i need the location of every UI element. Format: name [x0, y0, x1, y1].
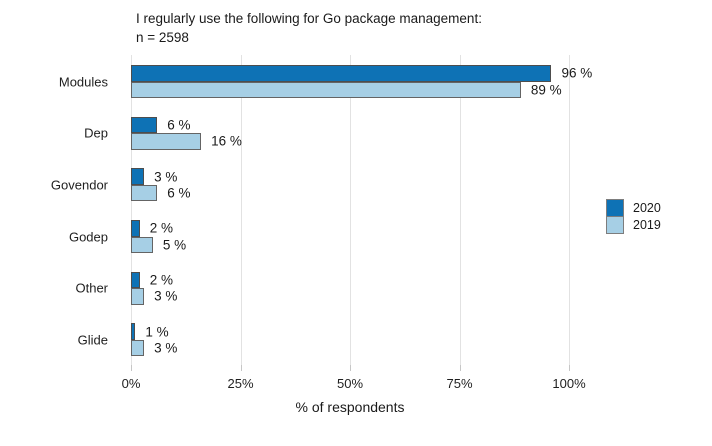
- value-label-other-2019: 3 %: [154, 288, 178, 304]
- x-tick-label-25%: 25%: [227, 376, 254, 391]
- value-label-modules-2020: 96 %: [561, 65, 593, 81]
- value-label-modules-2019: 89 %: [530, 82, 562, 98]
- category-label-other: Other: [75, 280, 108, 296]
- chart-subtitle-n: n = 2598: [136, 30, 189, 45]
- bar-modules-2019: [131, 81, 521, 98]
- legend-label-2020: 2020: [633, 201, 661, 215]
- bar-govendor-2019: [131, 184, 158, 202]
- value-label-other-2020: 2 %: [149, 272, 174, 288]
- legend-swatch-2020: [606, 199, 624, 217]
- legend-item-2019: 2019: [606, 216, 661, 234]
- chart-title-block: I regularly use the following for Go pac…: [136, 9, 482, 47]
- x-tick-label-100%: 100%: [552, 376, 586, 391]
- gridline-75%: [459, 55, 461, 365]
- category-label-glide: Glide: [77, 332, 108, 348]
- value-label-glide-2019: 3 %: [154, 340, 178, 356]
- category-label-govendor: Govendor: [50, 177, 108, 193]
- x-tick-mark-75%: [459, 365, 461, 371]
- x-tick-label-75%: 75%: [446, 376, 473, 391]
- bar-other-2020: [131, 271, 140, 289]
- legend-label-2019: 2019: [633, 218, 661, 232]
- x-axis-title: % of respondents: [295, 399, 405, 415]
- gridline-0%: [131, 55, 132, 365]
- category-label-modules: Modules: [58, 74, 108, 89]
- bar-modules-2020: [131, 65, 552, 82]
- x-tick-mark-25%: [240, 365, 242, 371]
- bar-godep-2020: [131, 220, 140, 237]
- category-label-godep: Godep: [68, 229, 108, 244]
- legend: 2020 2019: [606, 199, 661, 234]
- value-label-dep-2019: 16 %: [211, 133, 242, 149]
- plot-area: 0% 25% 50% 75% 100% 96 % 89 % 6 % 16 % 3 % 6 % 2 % 5…: [122, 55, 592, 391]
- value-label-govendor-2019: 6 %: [167, 185, 191, 201]
- category-label-dep: Dep: [84, 125, 108, 141]
- bar-glide-2020: [131, 323, 136, 340]
- value-label-godep-2019: 5 %: [162, 237, 187, 253]
- value-label-govendor-2020: 3 %: [154, 169, 178, 185]
- x-tick-label-50%: 50%: [336, 376, 364, 391]
- bar-glide-2019: [131, 339, 145, 357]
- gridline-50%: [350, 55, 351, 365]
- x-tick-mark-0%: [131, 365, 132, 371]
- bar-other-2019: [131, 288, 145, 305]
- x-tick-mark-50%: [350, 365, 351, 371]
- gridline-100%: [569, 55, 570, 365]
- bar-dep-2020: [131, 116, 158, 134]
- legend-swatch-2019: [606, 216, 624, 234]
- value-label-godep-2020: 2 %: [149, 220, 174, 236]
- bar-dep-2019: [131, 133, 202, 150]
- chart-title: I regularly use the following for Go pac…: [136, 11, 482, 26]
- bar-godep-2019: [131, 236, 153, 253]
- gridline-25%: [240, 55, 242, 365]
- bar-govendor-2020: [131, 168, 145, 185]
- legend-item-2020: 2020: [606, 199, 661, 217]
- value-label-glide-2020: 1 %: [145, 324, 169, 340]
- x-tick-mark-100%: [569, 365, 570, 371]
- value-label-dep-2020: 6 %: [167, 117, 191, 133]
- x-tick-label-0%: 0%: [121, 376, 141, 391]
